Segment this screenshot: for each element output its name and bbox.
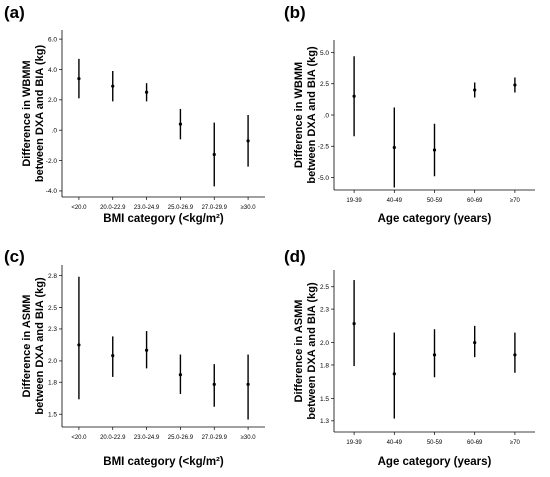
x-tick-label: 25.0-26.9 bbox=[168, 205, 194, 211]
y-axis-label: Difference in WBMM bbox=[293, 62, 305, 168]
y-tick-label: 5.0 bbox=[320, 50, 329, 57]
y-tick-label: -2.0 bbox=[46, 158, 58, 165]
mean-point bbox=[352, 322, 356, 326]
mean-point bbox=[111, 84, 115, 88]
mean-point bbox=[144, 90, 149, 94]
mean-point bbox=[392, 145, 396, 150]
x-tick-label: 50-59 bbox=[427, 440, 443, 446]
chart-panel-4: (d) 1.3 1.5 1.8 2.0 2.3 2.5 19-39 40-49 50-59 60-6… bbox=[284, 247, 535, 468]
y-tick-label: 1.8 bbox=[48, 380, 57, 387]
y-tick-label: -5.0 bbox=[318, 175, 330, 182]
x-tick-label: 23.0-24.9 bbox=[134, 435, 160, 441]
x-tick-label: 20.0-22.9 bbox=[100, 205, 126, 211]
y-tick-label: 2.5 bbox=[320, 284, 329, 291]
y-axis-label: Difference in ASMM bbox=[21, 295, 33, 398]
x-tick-label: 19-39 bbox=[346, 198, 362, 204]
mean-point bbox=[178, 122, 183, 126]
mean-point bbox=[392, 372, 396, 376]
x-tick-label: <20.0 bbox=[71, 435, 87, 441]
mean-point bbox=[77, 76, 81, 81]
y-tick-label: .0 bbox=[52, 128, 58, 135]
mean-point bbox=[432, 353, 437, 357]
y-tick-label: 2.5 bbox=[320, 81, 329, 88]
mean-point bbox=[473, 341, 477, 345]
y-tick-label: 2.3 bbox=[320, 306, 329, 313]
x-tick-label: 19-39 bbox=[346, 440, 362, 446]
panel-label: (b) bbox=[284, 3, 306, 22]
x-axis-label: BMI category (<kg/m²) bbox=[103, 456, 224, 468]
x-tick-label: 20.0-22.9 bbox=[100, 435, 126, 441]
x-tick-label: 25.0-26.9 bbox=[168, 435, 194, 441]
mean-point bbox=[111, 353, 115, 358]
chart-panel-3: (c) 1.5 1.8 2.0 2.3 2.5 2.8 <20.0 20.0-22.9 23.0-… bbox=[4, 247, 265, 468]
x-tick-label: 50-59 bbox=[427, 198, 443, 204]
y-tick-label: 2.0 bbox=[48, 97, 57, 104]
y-tick-label: 2.8 bbox=[48, 273, 57, 280]
x-tick-label: <20.0 bbox=[71, 205, 87, 211]
y-tick-label: 4.0 bbox=[48, 67, 57, 74]
mean-point bbox=[212, 382, 216, 386]
y-tick-label: 1.5 bbox=[48, 412, 57, 419]
mean-point bbox=[212, 152, 216, 157]
y-tick-label: 6.0 bbox=[48, 36, 57, 43]
mean-point bbox=[352, 94, 356, 98]
y-tick-label: 2.0 bbox=[48, 358, 57, 365]
mean-point bbox=[144, 348, 149, 352]
y-tick-label: 2.5 bbox=[48, 305, 57, 312]
mean-point bbox=[246, 382, 250, 386]
chart-panel-2: (b) -5.0 -2.5 .0 2.5 5.0 19-39 40-49 50-59 60-69 ≥… bbox=[284, 3, 535, 225]
x-tick-label: ≥30.0 bbox=[241, 435, 257, 441]
y-tick-label: 1.8 bbox=[320, 362, 329, 369]
mean-point bbox=[178, 373, 183, 377]
panel-label: (c) bbox=[4, 247, 25, 266]
x-tick-label: ≥30.0 bbox=[241, 205, 257, 211]
mean-point bbox=[246, 139, 250, 143]
y-tick-label: .0 bbox=[324, 112, 330, 119]
x-tick-label: 27.0-29.9 bbox=[202, 205, 228, 211]
x-axis-label: Age category (years) bbox=[378, 213, 492, 225]
y-axis-label: Difference in WBMM bbox=[21, 60, 33, 166]
x-axis-label: Age category (years) bbox=[378, 456, 492, 468]
y-tick-label: -4.0 bbox=[46, 188, 58, 195]
x-tick-label: 40-49 bbox=[387, 440, 403, 446]
mean-point bbox=[77, 343, 81, 347]
y-axis-label: between DXA and BIA (kg) bbox=[34, 45, 46, 183]
y-tick-label: 1.5 bbox=[320, 396, 329, 403]
mean-point bbox=[513, 83, 517, 87]
mean-point bbox=[513, 353, 517, 357]
x-tick-label: ≥70 bbox=[510, 440, 521, 446]
y-axis-label: between DXA and BIA (kg) bbox=[34, 277, 46, 415]
y-axis-label: Difference in ASMM bbox=[293, 300, 305, 403]
chart-panel-1: (a) -4.0 -2.0 .0 2.0 4.0 6.0 <20.0 20.0-22.9 23.0… bbox=[4, 3, 265, 225]
mean-point bbox=[473, 88, 477, 92]
x-tick-label: 23.0-24.9 bbox=[134, 205, 160, 211]
y-axis-label: between DXA and BIA (kg) bbox=[306, 46, 318, 184]
y-tick-label: -2.5 bbox=[318, 144, 330, 151]
panel-label: (a) bbox=[4, 3, 25, 22]
x-axis-label: BMI category (<kg/m²) bbox=[103, 213, 224, 225]
x-tick-label: 40-49 bbox=[387, 198, 403, 204]
x-tick-label: ≥70 bbox=[510, 198, 521, 204]
y-tick-label: 1.3 bbox=[320, 418, 329, 425]
x-tick-label: 60-69 bbox=[467, 440, 483, 446]
mean-point bbox=[432, 148, 437, 152]
y-tick-label: 2.3 bbox=[48, 326, 57, 333]
x-tick-label: 27.0-29.9 bbox=[202, 435, 228, 441]
y-tick-label: 2.0 bbox=[320, 340, 329, 347]
panel-label: (d) bbox=[284, 247, 306, 266]
x-tick-label: 60-69 bbox=[467, 198, 483, 204]
y-axis-label: between DXA and BIA (kg) bbox=[306, 282, 318, 420]
